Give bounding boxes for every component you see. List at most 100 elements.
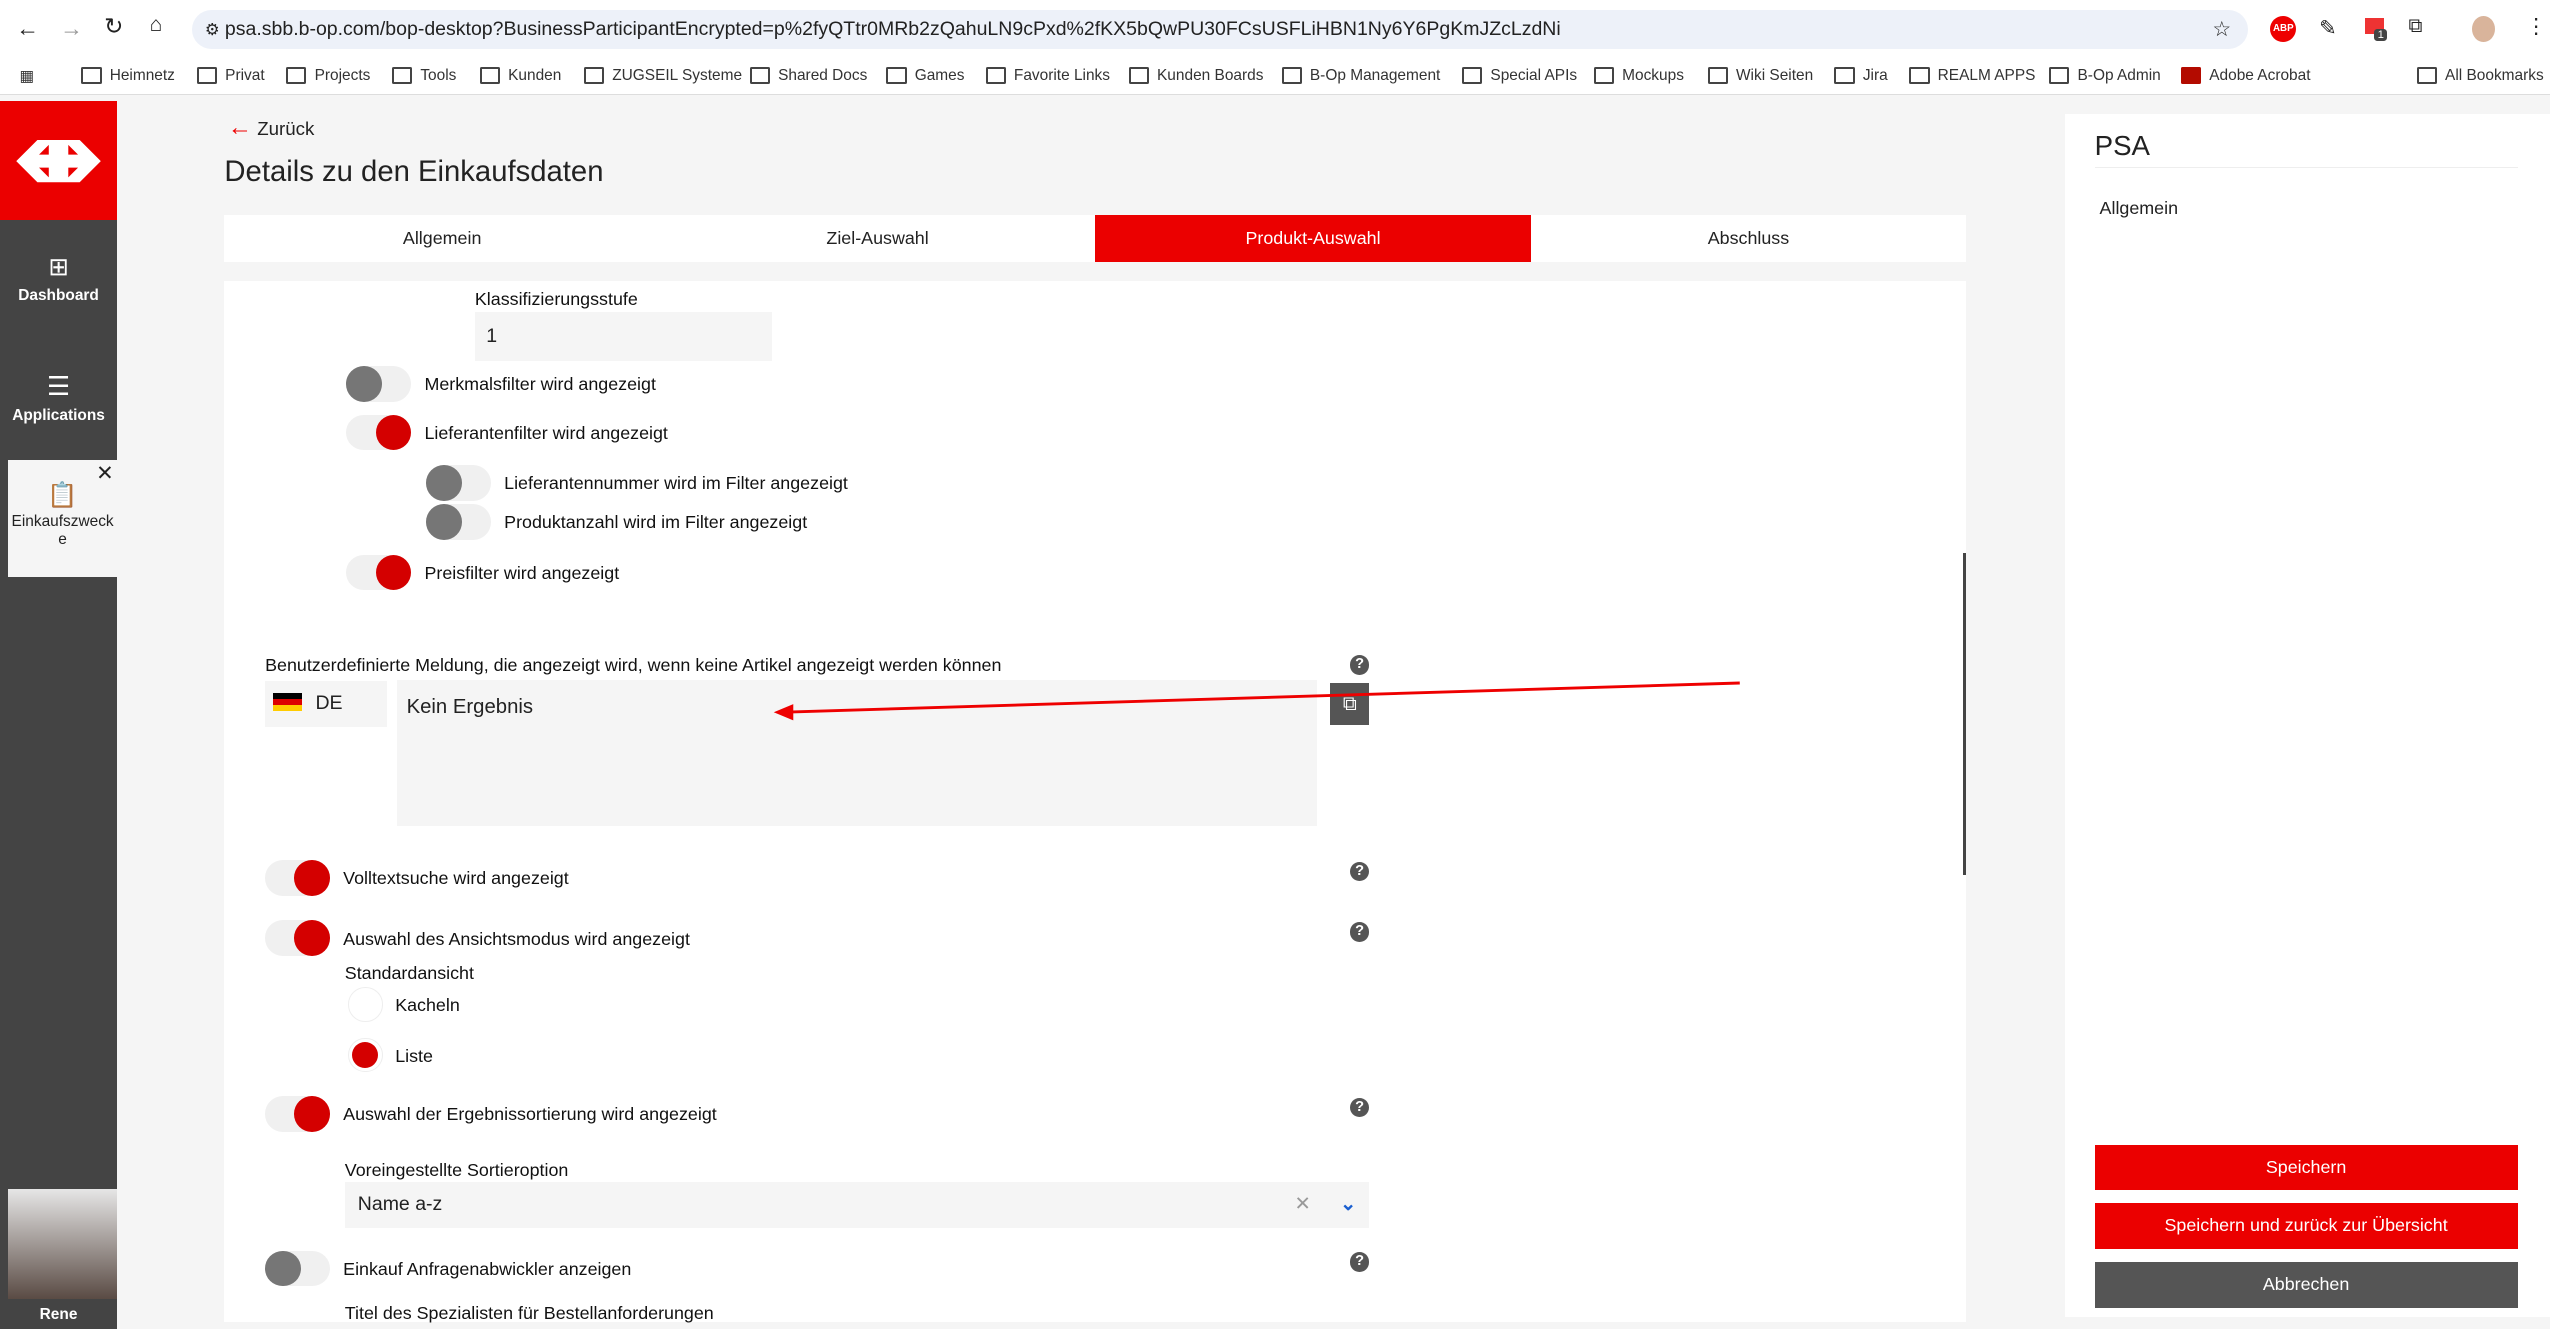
- toggle-preis[interactable]: [346, 554, 412, 591]
- cancel-button[interactable]: Abbrechen: [2094, 1262, 2518, 1308]
- apps-icon[interactable]: ▦: [19, 67, 35, 85]
- help-icon[interactable]: ?: [1349, 861, 1370, 882]
- sort-label: Voreingestellte Sortieroption: [344, 1159, 569, 1180]
- star-icon[interactable]: ☆: [2212, 17, 2232, 41]
- klass-label: Klassifizierungsstufe: [474, 289, 638, 310]
- browser-toolbar: ← → ↻ ⌂ ⚙ psa.sbb.b-op.com/bop-desktop?B…: [0, 0, 2550, 59]
- bookmark-item[interactable]: Kunden Boards: [1128, 66, 1264, 85]
- liste-label: Liste: [395, 1045, 433, 1066]
- toggle-anfragen[interactable]: [265, 1250, 331, 1287]
- help-icon[interactable]: ?: [1349, 1252, 1370, 1272]
- tab-allgemein[interactable]: Allgemein: [402, 227, 482, 248]
- tab-produkt-auswahl[interactable]: Produkt-Auswahl: [1095, 214, 1531, 262]
- tab-ziel-auswahl[interactable]: Ziel-Auswahl: [826, 227, 929, 248]
- bookmark-item[interactable]: REALM APPS: [1909, 67, 2035, 85]
- bookmark-item[interactable]: Favorite Links: [985, 66, 1110, 85]
- bookmark-label: Jira: [1862, 66, 1888, 84]
- forward-icon[interactable]: →: [60, 14, 83, 41]
- profile-avatar[interactable]: [2471, 16, 2495, 43]
- sidebar-item-applications[interactable]: ☰ Applications: [0, 371, 117, 425]
- user-name: Rene: [39, 1305, 78, 1323]
- chevron-down-icon[interactable]: ⌄: [1339, 1193, 1357, 1216]
- eyedropper-icon[interactable]: ✎: [2319, 16, 2337, 40]
- copy-icon[interactable]: ⧉: [1330, 683, 1370, 726]
- sidebar-item-dashboard[interactable]: ⊞ Dashboard: [0, 252, 117, 305]
- bookmark-label: Tools: [420, 66, 457, 84]
- all-bookmarks-label: All Bookmarks: [2445, 66, 2544, 84]
- dashboard-icon: ⊞: [48, 254, 69, 282]
- bookmark-label: Favorite Links: [1013, 66, 1110, 84]
- folder-icon: [391, 67, 413, 85]
- menu-icon[interactable]: ⋮: [2525, 15, 2547, 38]
- back-icon[interactable]: ←: [16, 14, 39, 41]
- bookmark-item[interactable]: Projects: [286, 67, 370, 85]
- all-bookmarks[interactable]: All Bookmarks: [2416, 66, 2544, 85]
- sbb-logo[interactable]: [0, 100, 118, 220]
- bookmark-label: Projects: [314, 66, 371, 84]
- toggle-ansicht[interactable]: [265, 920, 331, 957]
- tab-bar: Allgemein Ziel-Auswahl Produkt-Auswahl A…: [224, 214, 1967, 262]
- message-value: Kein Ergebnis: [406, 696, 534, 719]
- bookmark-item[interactable]: B-Op Management: [1281, 67, 1440, 85]
- adblock-icon[interactable]: ABP: [2270, 16, 2297, 43]
- bookmark-item[interactable]: Games: [886, 67, 964, 85]
- help-icon[interactable]: ?: [1349, 655, 1370, 675]
- bookmark-item[interactable]: Tools: [391, 66, 457, 85]
- klass-input[interactable]: 1: [474, 312, 773, 362]
- bookmark-item[interactable]: Adobe Acrobat: [2180, 66, 2311, 85]
- message-textarea[interactable]: Kein Ergebnis: [396, 679, 1318, 827]
- toggle-produktanzahl[interactable]: [426, 504, 492, 540]
- bookmark-item[interactable]: Special APIs: [1462, 67, 1577, 85]
- scrollbar[interactable]: [1962, 552, 1967, 875]
- language-selector[interactable]: DE: [265, 681, 388, 727]
- clear-icon[interactable]: ✕: [1294, 1193, 1311, 1216]
- bookmark-label: Adobe Acrobat: [2209, 66, 2311, 84]
- panel-section-allgemein[interactable]: Allgemein: [2099, 198, 2179, 219]
- sidebar-tab-einkaufszwecke[interactable]: ✕ 📋 Einkaufszwecke: [8, 460, 118, 578]
- extension-badge: 1: [2374, 29, 2388, 42]
- address-bar[interactable]: ⚙ psa.sbb.b-op.com/bop-desktop?BusinessP…: [191, 9, 2248, 49]
- save-button[interactable]: Speichern: [2094, 1144, 2518, 1191]
- puzzle-icon[interactable]: ⧉: [2408, 14, 2423, 37]
- bookmark-item[interactable]: Mockups: [1593, 66, 1684, 85]
- help-icon[interactable]: ?: [1349, 922, 1370, 942]
- radio-liste[interactable]: [348, 1037, 383, 1073]
- sidebar: [0, 100, 118, 1329]
- toggle-sortierung[interactable]: [265, 1096, 331, 1132]
- user-avatar[interactable]: [8, 1188, 118, 1300]
- lang-label: DE: [315, 692, 343, 715]
- save-and-back-button[interactable]: Speichern und zurück zur Übersicht: [2094, 1203, 2518, 1249]
- bookmark-item[interactable]: Kunden: [479, 66, 562, 85]
- preis-label: Preisfilter wird angezeigt: [424, 562, 620, 583]
- toggle-lieferant[interactable]: [346, 414, 412, 451]
- bookmark-label: Mockups: [1622, 66, 1684, 84]
- home-icon[interactable]: ⌂: [149, 13, 163, 36]
- radio-kacheln[interactable]: [348, 987, 383, 1022]
- bookmark-item[interactable]: B-Op Admin: [2049, 67, 2161, 85]
- bookmark-item[interactable]: ZUGSEIL Systeme: [583, 66, 743, 85]
- bookmark-item[interactable]: Jira: [1834, 66, 1888, 85]
- bookmark-item[interactable]: Shared Docs: [749, 67, 867, 85]
- help-icon[interactable]: ?: [1349, 1097, 1370, 1118]
- bookmark-label: Kunden: [508, 66, 562, 84]
- folder-icon: [479, 67, 500, 85]
- toggle-volltext[interactable]: [265, 860, 331, 897]
- folder-icon: [985, 67, 1006, 85]
- site-info-icon[interactable]: ⚙: [204, 20, 220, 39]
- annotation-arrow: [774, 681, 1741, 721]
- back-link[interactable]: ← Zurück: [228, 114, 315, 142]
- bookmark-item[interactable]: Heimnetz: [81, 67, 175, 85]
- bookmark-item[interactable]: Wiki Seiten: [1707, 67, 1813, 85]
- bookmark-label: ZUGSEIL Systeme: [612, 66, 743, 84]
- hamburger-icon: ☰: [46, 370, 71, 401]
- toggle-lieferantennr[interactable]: [426, 465, 492, 501]
- toggle-merkmal[interactable]: [346, 365, 412, 402]
- url-text: psa.sbb.b-op.com/bop-desktop?BusinessPar…: [224, 17, 1561, 40]
- tab-abschluss[interactable]: Abschluss: [1707, 227, 1790, 248]
- sort-select[interactable]: Name a-z ✕ ⌄: [344, 1182, 1370, 1228]
- reload-icon[interactable]: ↻: [104, 13, 124, 39]
- bookmark-label: Kunden Boards: [1157, 66, 1264, 84]
- folder-icon: [1462, 67, 1483, 85]
- close-icon[interactable]: ✕: [96, 462, 114, 486]
- bookmark-item[interactable]: Privat: [196, 67, 265, 85]
